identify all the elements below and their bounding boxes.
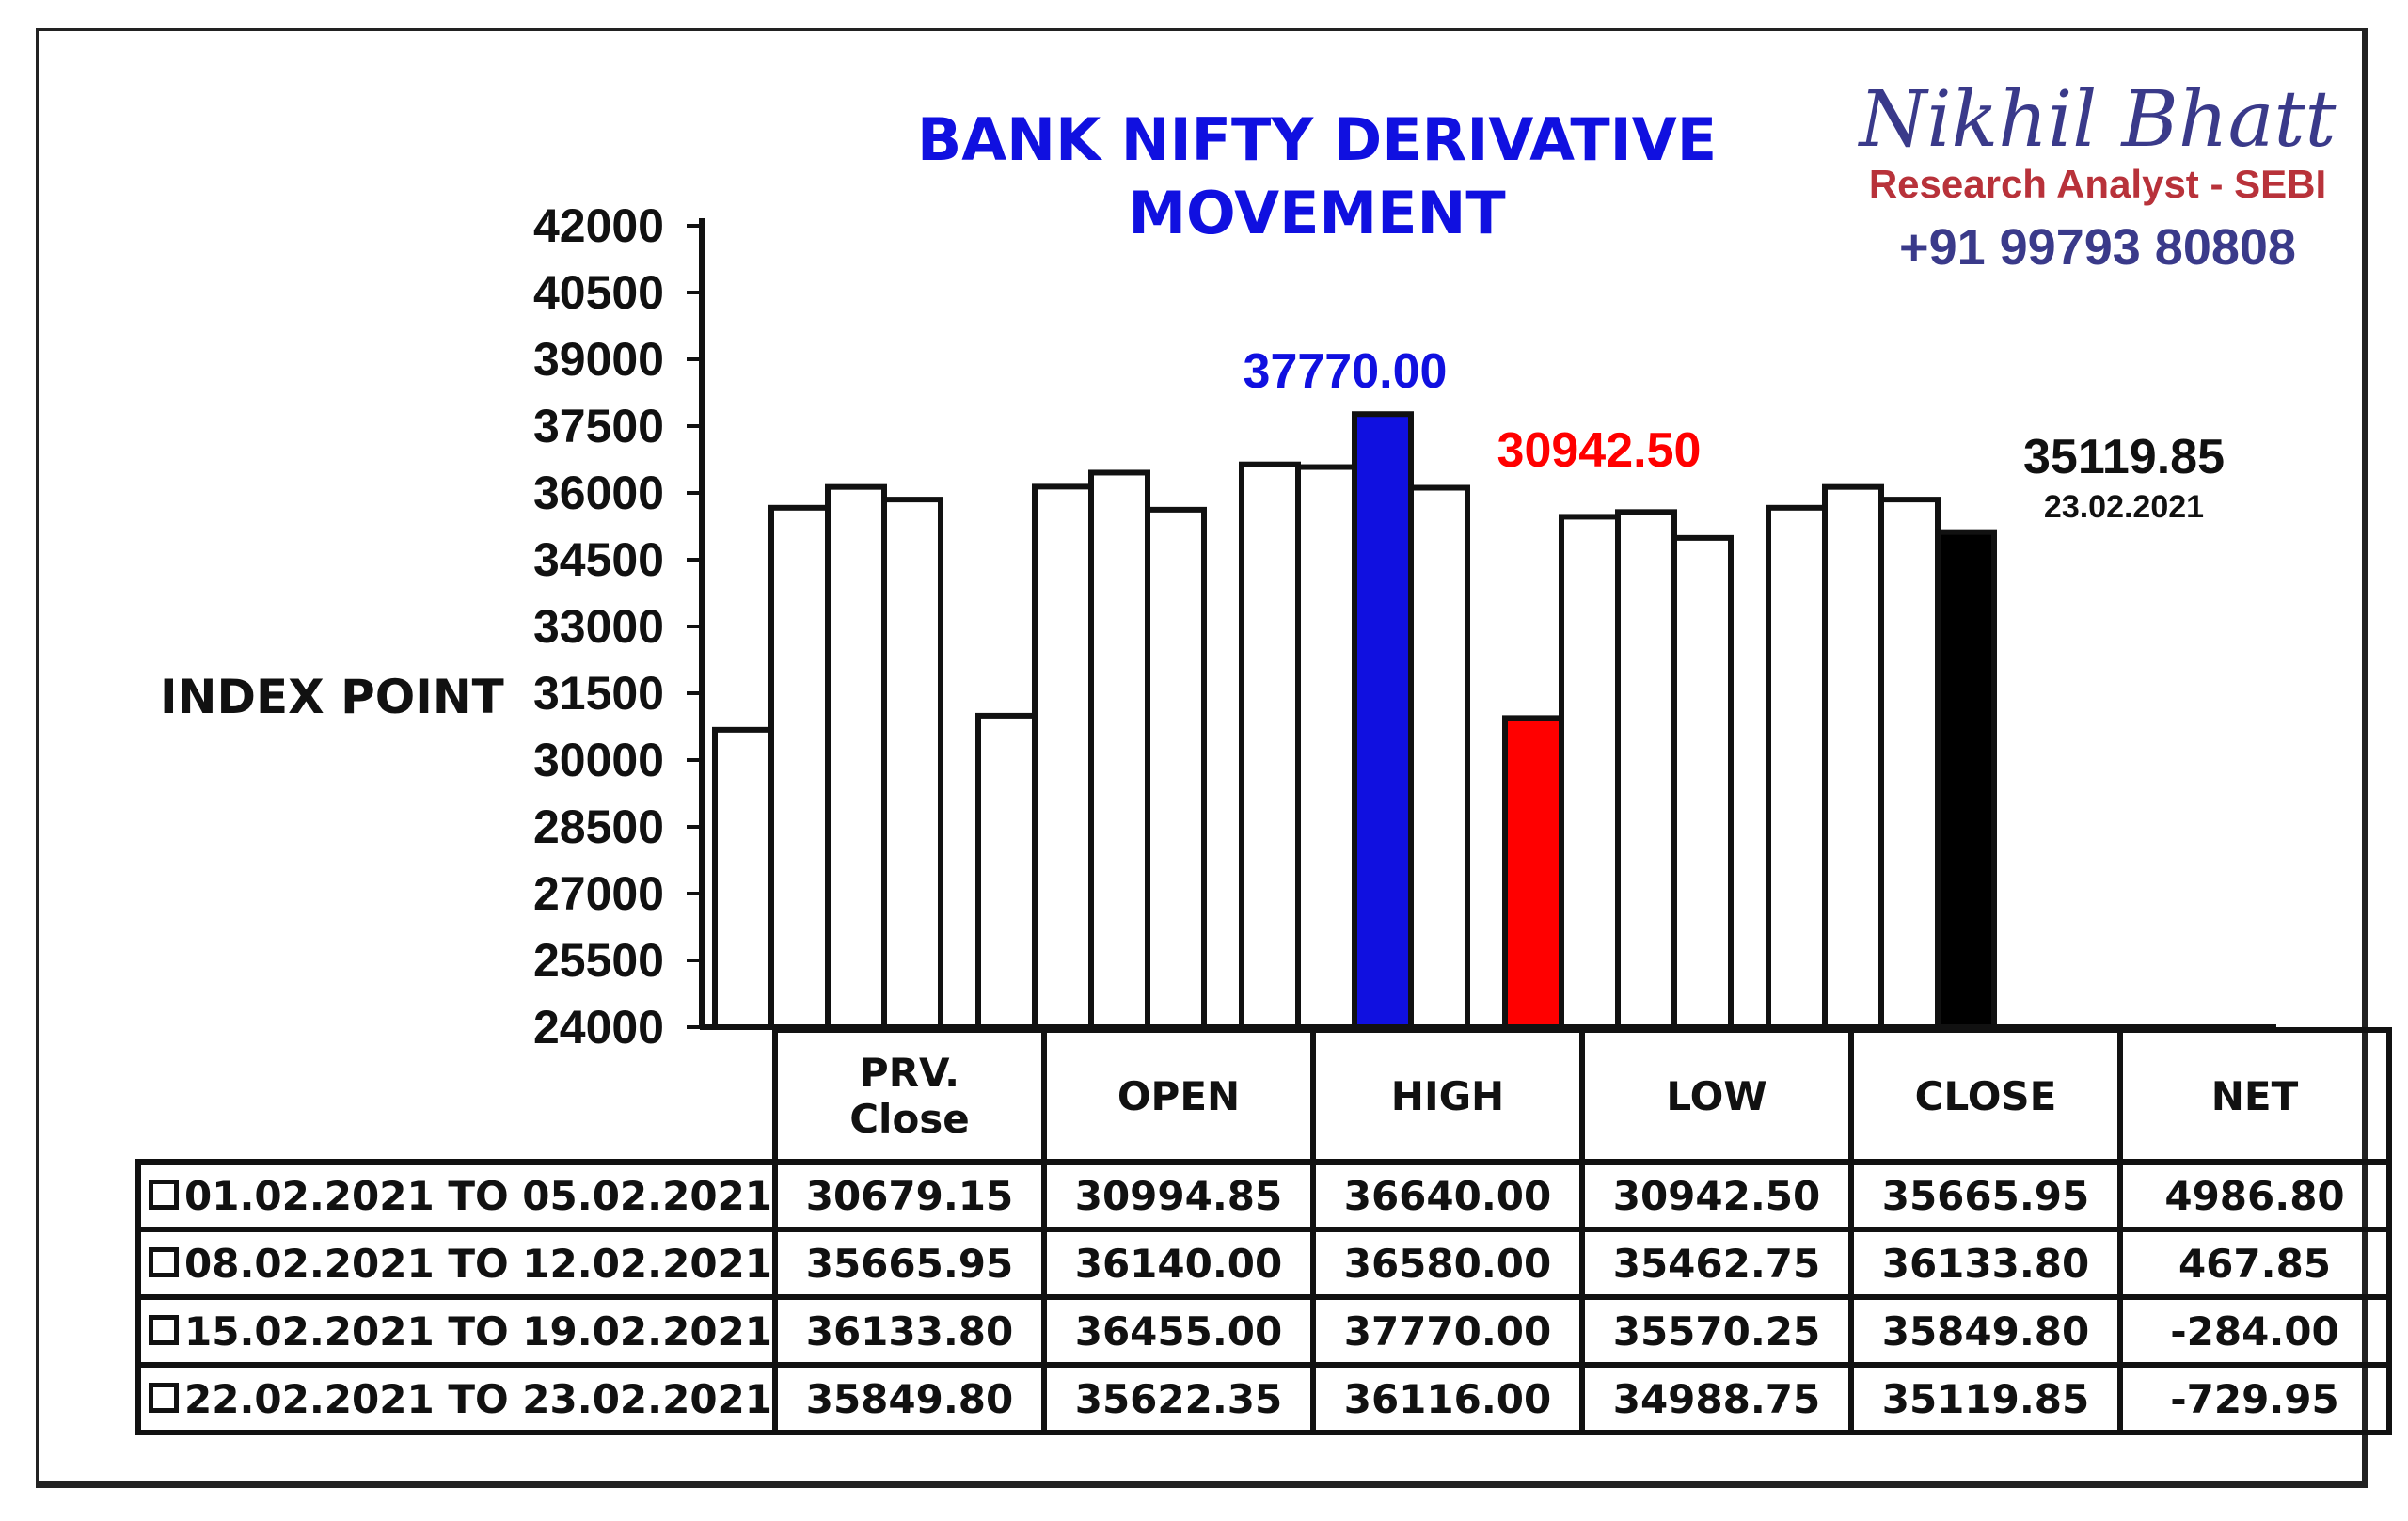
table-cell: 37770.00 [1310,1294,1585,1368]
table-cell: 30679.15 [772,1159,1047,1232]
row-period-text: 15.02.2021 TO 19.02.2021 [184,1307,772,1355]
bar-prv-close-3 [825,483,887,1030]
legend-swatch [149,1247,179,1277]
table-cell: 36133.80 [772,1294,1047,1368]
data-table: PRV. Close OPEN HIGH LOW CLOSE NET 01.02… [135,1027,2392,1435]
y-tick-label: 31500 [533,667,664,720]
header-prv-close-text: PRV. Close [849,1050,970,1142]
bar-high-3 [1352,411,1414,1031]
y-axis-label: INDEX POINT [160,670,504,724]
y-tick-label: 39000 [533,333,664,386]
table-cell: -284.00 [2117,1294,2392,1368]
close-date-label: 23.02.2021 [2044,489,2204,525]
table-cell: 35849.80 [772,1362,1047,1435]
table-cell: 4986.80 [2117,1159,2392,1232]
table-cell: -729.95 [2117,1362,2392,1435]
bar-open-3 [1088,469,1150,1031]
bar-high-2 [1295,464,1357,1030]
row-period-label: 15.02.2021 TO 19.02.2021 [135,1294,778,1368]
y-tick-label: 33000 [533,600,664,653]
brand-role: Research Analyst - SEBI [1868,162,2327,206]
y-tick-label: 24000 [533,1001,664,1054]
header-open: OPEN [1041,1027,1316,1165]
chart-title: BANK NIFTY DERIVATIVE MOVEMENT [894,103,1740,250]
chart-title-line-1: BANK NIFTY DERIVATIVE [916,105,1718,174]
row-period-text: 22.02.2021 TO 23.02.2021 [184,1375,772,1422]
legend-swatch [149,1383,179,1413]
legend-swatch [149,1315,179,1345]
y-tick-label: 42000 [533,199,664,252]
y-tick-label: 34500 [533,533,664,586]
header-low: LOW [1579,1027,1854,1165]
table-cell: 35119.85 [1848,1362,2123,1435]
row-period-label: 22.02.2021 TO 23.02.2021 [135,1362,778,1435]
table-row: 01.02.2021 TO 05.02.2021 30679.15 30994.85… [135,1159,2392,1232]
bar-high-4 [1408,484,1470,1030]
header-net: NET [2117,1027,2392,1165]
bar-low-3 [1615,509,1677,1030]
y-tick-label: 36000 [533,467,664,519]
bar-high-1 [1239,461,1301,1030]
table-body: 01.02.2021 TO 05.02.2021 30679.15 30994.85… [135,1159,2392,1435]
bar-low-1 [1502,715,1564,1030]
brand-name: Nikhil Bhatt [1859,75,2337,165]
bar-open-4 [1145,506,1207,1030]
y-tick-label: 30000 [533,734,664,786]
row-period-label: 08.02.2021 TO 12.02.2021 [135,1227,778,1300]
y-tick-label: 28500 [533,800,664,853]
table-cell: 36133.80 [1848,1227,2123,1300]
table-row: 22.02.2021 TO 23.02.2021 35849.80 35622.35… [135,1362,2392,1435]
row-period-label: 01.02.2021 TO 05.02.2021 [135,1159,778,1232]
table-cell: 30994.85 [1041,1159,1316,1232]
bar-low-2 [1559,514,1621,1030]
low-value-label: 30942.50 [1497,423,1702,478]
bar-close-3 [1878,497,1941,1030]
header-prv-close: PRV. Close [772,1027,1047,1165]
table-cell: 36116.00 [1310,1362,1585,1435]
table-cell: 36455.00 [1041,1294,1316,1368]
table-cell: 36640.00 [1310,1159,1585,1232]
bar-close-1 [1766,504,1828,1030]
table-cell: 35570.25 [1579,1294,1854,1368]
bar-open-1 [975,712,1038,1031]
table-cell: 30942.50 [1579,1159,1854,1232]
y-tick-label: 25500 [533,934,664,987]
table-row: 15.02.2021 TO 19.02.2021 36133.80 36455.00… [135,1294,2392,1368]
table-cell: 36580.00 [1310,1227,1585,1300]
y-tick-label: 37500 [533,400,664,452]
y-tick-label: 27000 [533,867,664,920]
table-cell: 35849.80 [1848,1294,2123,1368]
bar-low-4 [1671,534,1734,1030]
bar-close-2 [1822,483,1884,1030]
header-high: HIGH [1310,1027,1585,1165]
close-value-label: 35119.85 [2023,430,2225,484]
y-tick-label: 40500 [533,266,664,319]
legend-swatch [149,1180,179,1210]
high-value-label: 37770.00 [1244,344,1448,399]
row-period-text: 01.02.2021 TO 05.02.2021 [184,1172,772,1219]
row-period-text: 08.02.2021 TO 12.02.2021 [184,1240,772,1287]
brand-phone: +91 99793 80808 [1899,219,2296,276]
bar-prv-close-1 [712,726,774,1030]
table-corner [138,1030,775,1162]
chart-title-line-2: MOVEMENT [1128,179,1506,247]
table-cell: 467.85 [2117,1227,2392,1300]
table-cell: 35622.35 [1041,1362,1316,1435]
header-close: CLOSE [1848,1027,2123,1165]
table-header-row: PRV. Close OPEN HIGH LOW CLOSE NET [138,1027,2392,1165]
table-cell: 36140.00 [1041,1227,1316,1300]
table-cell: 35462.75 [1579,1227,1854,1300]
bar-prv-close-4 [881,497,943,1030]
bar-open-2 [1032,483,1094,1030]
bar-close-4 [1935,529,1997,1030]
bar-prv-close-2 [768,504,831,1030]
table-row: 08.02.2021 TO 12.02.2021 35665.95 36140.00… [135,1227,2392,1300]
table-cell: 35665.95 [1848,1159,2123,1232]
table-cell: 34988.75 [1579,1362,1854,1435]
table-cell: 35665.95 [772,1227,1047,1300]
